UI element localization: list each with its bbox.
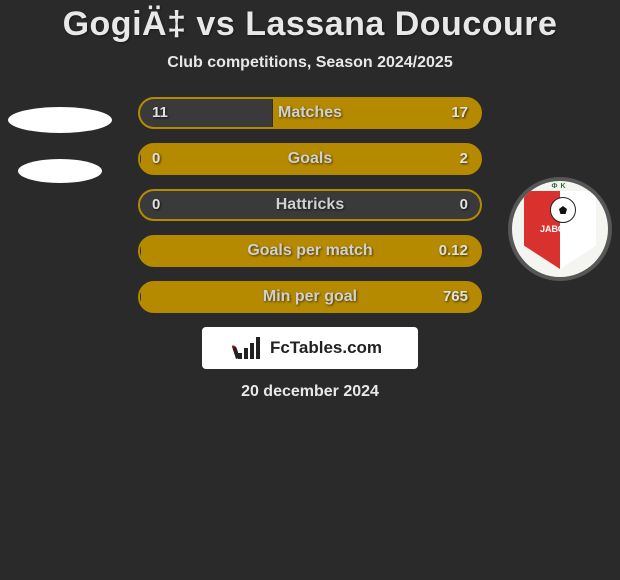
- crest-ring-text: ФK: [512, 183, 608, 190]
- logo-text: FcTables.com: [270, 338, 382, 358]
- date-label: 20 december 2024: [0, 383, 620, 401]
- stat-row: Goals per match0.12: [138, 235, 482, 267]
- fctables-logo[interactable]: FcTables.com: [202, 327, 418, 369]
- player-right-badge: ФK ЈАВОР: [508, 177, 612, 281]
- page-title: GogiÄ‡ vs Lassana Doucoure: [0, 5, 620, 44]
- bar-chart-icon: [238, 337, 266, 359]
- placeholder-ellipse: [18, 159, 102, 183]
- club-crest: ФK ЈАВОР: [512, 181, 608, 277]
- stat-row: Min per goal765: [138, 281, 482, 313]
- player-left-badge: [8, 107, 112, 211]
- stat-row: 11Matches17: [138, 97, 482, 129]
- stats-area: ФK ЈАВОР 11Matches170Goals20Hattricks0Go…: [0, 97, 620, 401]
- stat-label: Min per goal: [140, 283, 480, 311]
- soccer-ball-icon: [550, 197, 576, 223]
- stat-label: Goals: [140, 145, 480, 173]
- crest-text: ЈАВОР: [540, 225, 571, 235]
- stat-value-right: 765: [443, 283, 468, 311]
- stat-value-right: 17: [451, 99, 468, 127]
- crest-shield: ЈАВОР: [524, 191, 596, 269]
- subtitle: Club competitions, Season 2024/2025: [0, 54, 620, 72]
- placeholder-ellipse: [8, 107, 112, 133]
- stat-label: Matches: [140, 99, 480, 127]
- stat-value-right: 2: [460, 145, 468, 173]
- stat-value-right: 0.12: [439, 237, 468, 265]
- stat-row: 0Hattricks0: [138, 189, 482, 221]
- stat-label: Hattricks: [140, 191, 480, 219]
- stat-value-right: 0: [460, 191, 468, 219]
- comparison-widget: GogiÄ‡ vs Lassana Doucoure Club competit…: [0, 0, 620, 401]
- stat-row: 0Goals2: [138, 143, 482, 175]
- stat-label: Goals per match: [140, 237, 480, 265]
